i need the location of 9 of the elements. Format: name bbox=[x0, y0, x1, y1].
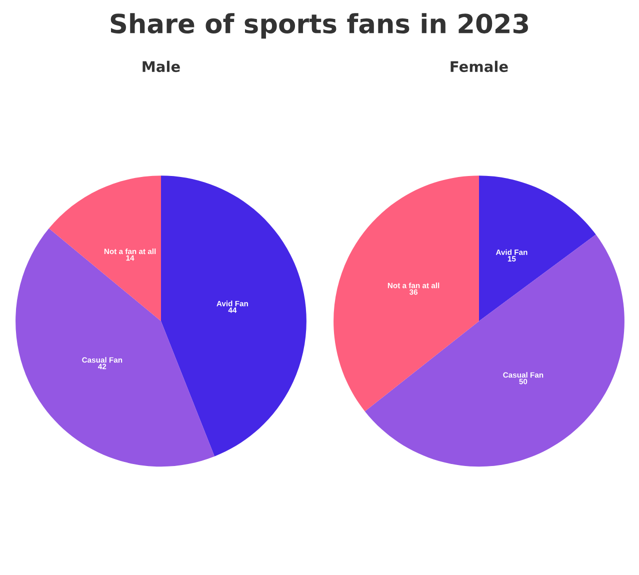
pie-slice bbox=[161, 176, 306, 456]
pie-slice bbox=[364, 234, 624, 467]
pie-slice bbox=[334, 176, 479, 412]
chart-title: Share of sports fans in 2023 bbox=[110, 13, 528, 39]
chart-subtitle: Male bbox=[142, 60, 180, 72]
pie-slice bbox=[479, 176, 596, 322]
pie-slice bbox=[48, 176, 161, 322]
chart-subtitle: Female bbox=[450, 60, 508, 72]
pie-slice bbox=[16, 228, 215, 467]
